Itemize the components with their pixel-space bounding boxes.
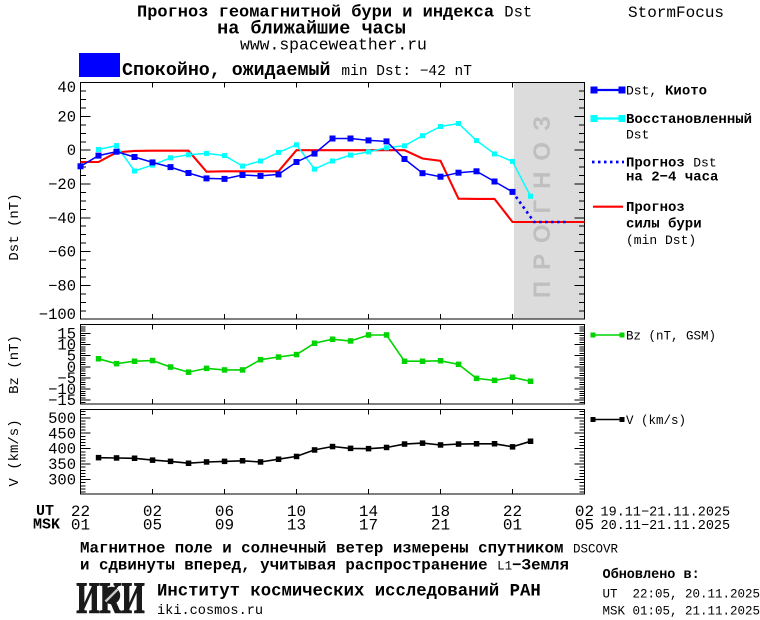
svg-text:на ближайшие часы: на ближайшие часы [217,19,406,40]
svg-text:450: 450 [48,425,76,443]
svg-text:StormFocus: StormFocus [628,4,724,22]
svg-text:0: 0 [67,359,76,377]
svg-text:15: 15 [57,325,76,343]
svg-text:ПРОГНОЗ: ПРОГНОЗ [529,105,556,298]
svg-text:Dst, Киото: Dst, Киото [626,84,707,100]
svg-text:−40: −40 [48,210,76,228]
svg-text:01: 01 [71,517,90,535]
svg-text:22: 22 [71,503,90,521]
svg-text:40: 40 [57,79,76,97]
svg-text:Магнитное поле и солнечный вет: Магнитное поле и солнечный ветер измерен… [80,540,618,558]
svg-text:Восстановленный: Восстановленный [626,112,752,128]
svg-text:UT: UT [36,503,54,520]
svg-text:13: 13 [287,517,306,535]
svg-text:V (km/s): V (km/s) [626,414,686,428]
svg-text:V (km/s): V (km/s) [7,419,23,486]
svg-text:20: 20 [57,108,76,126]
svg-text:www.spaceweather.ru: www.spaceweather.ru [240,36,427,55]
svg-text:−15: −15 [48,392,76,410]
svg-text:19.11−21.11.2025: 19.11−21.11.2025 [601,506,731,521]
svg-text:−5: −5 [57,370,76,388]
svg-text:Bz (nT): Bz (nT) [7,335,23,394]
svg-text:350: 350 [48,456,76,474]
svg-text:09: 09 [215,517,234,535]
svg-text:MSK: MSK [33,517,60,534]
svg-text:iki.cosmos.ru: iki.cosmos.ru [157,604,263,619]
svg-text:Bz (nT, GSM): Bz (nT, GSM) [626,329,716,343]
svg-text:на 2−4 часа: на 2−4 часа [626,169,719,185]
svg-text:02: 02 [575,503,594,521]
svg-text:Прогноз геомагнитной бури и ин: Прогноз геомагнитной бури и индекса Dst [137,4,532,23]
svg-text:−20: −20 [48,176,76,194]
svg-text:Dst (nT): Dst (nT) [7,193,23,260]
svg-text:Прогноз Dst: Прогноз Dst [626,156,717,172]
svg-text:0: 0 [67,142,76,160]
svg-text:20.11−21.11.2025: 20.11−21.11.2025 [601,519,731,534]
svg-text:UT 22:05, 20.11.2025: UT 22:05, 20.11.2025 [603,587,760,601]
svg-text:10: 10 [57,337,76,355]
svg-text:10: 10 [287,503,306,521]
svg-text:5: 5 [67,348,76,366]
svg-text:Институт космических исследова: Институт космических исследований РАН [157,583,541,602]
svg-text:−10: −10 [48,381,76,399]
svg-text:18: 18 [431,503,450,521]
svg-text:−60: −60 [48,244,76,262]
svg-text:Dst: Dst [626,127,649,142]
svg-text:MSK 01:05, 21.11.2025: MSK 01:05, 21.11.2025 [603,605,760,619]
svg-text:и сдвинуты вперед, учитывая ра: и сдвинуты вперед, учитывая распростране… [80,557,569,575]
svg-text:(min Dst): (min Dst) [626,233,696,248]
svg-text:02: 02 [143,503,162,521]
svg-text:05: 05 [575,517,594,535]
svg-text:Спокойно, ожидаемый min Dst: −: Спокойно, ожидаемый min Dst: −42 nT [122,61,472,81]
svg-text:−100: −100 [39,306,76,324]
svg-text:01: 01 [503,517,522,535]
svg-text:05: 05 [143,517,162,535]
svg-text:17: 17 [359,517,378,535]
svg-text:Обновлено в:: Обновлено в: [603,567,700,583]
svg-text:06: 06 [215,503,234,521]
svg-text:300: 300 [48,472,76,490]
svg-text:Прогноз: Прогноз [626,200,685,216]
svg-text:400: 400 [48,441,76,459]
svg-text:21: 21 [431,517,450,535]
svg-text:−80: −80 [48,277,76,295]
svg-text:силы бури: силы бури [626,216,702,232]
svg-text:22: 22 [503,503,522,521]
svg-text:14: 14 [359,503,378,521]
svg-text:500: 500 [48,410,76,428]
